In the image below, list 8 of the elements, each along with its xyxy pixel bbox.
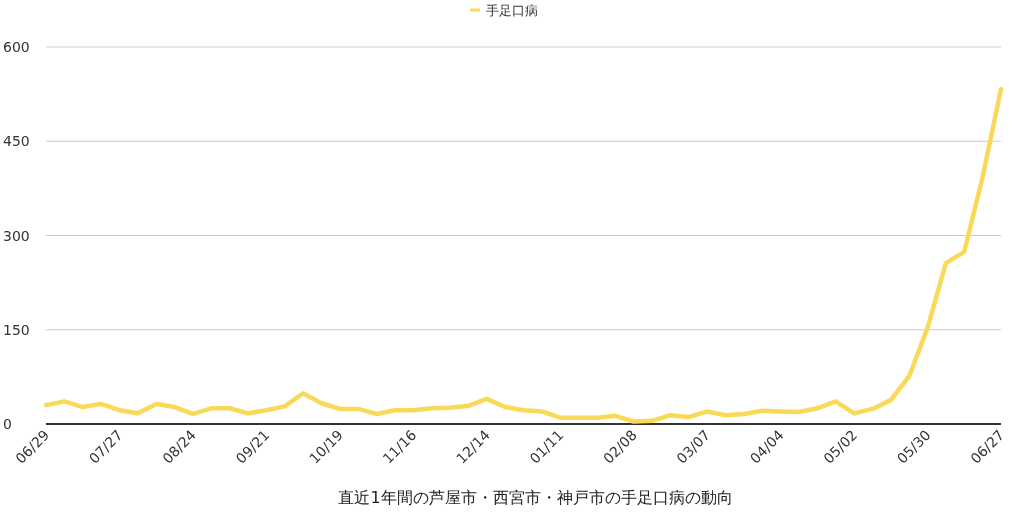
y-tick-label: 0 <box>3 416 12 432</box>
y-tick-label: 600 <box>3 39 30 55</box>
y-tick-label: 300 <box>3 227 30 244</box>
y-tick-label: 450 <box>3 133 30 150</box>
legend-label: 手足口病 <box>486 3 538 18</box>
x-axis-title: 直近1年間の芦屋市・西宮市・神戸市の手足口病の動向 <box>338 488 733 507</box>
y-tick-label: 150 <box>3 321 30 338</box>
line-series <box>43 86 1004 424</box>
